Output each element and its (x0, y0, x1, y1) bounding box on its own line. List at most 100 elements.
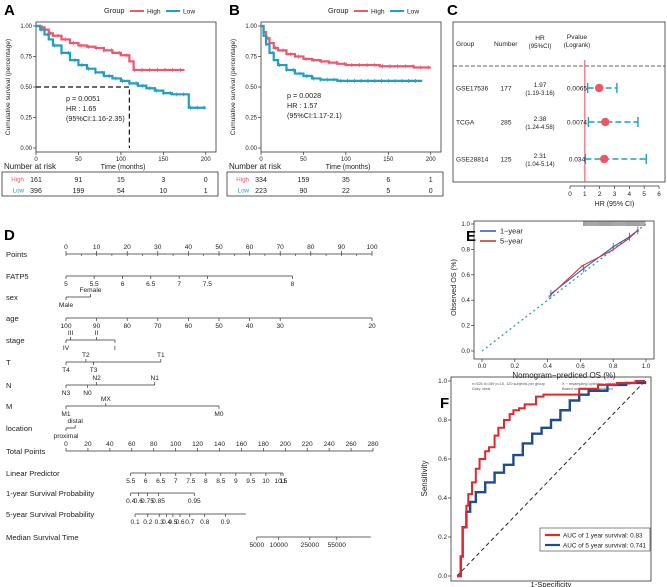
scale-tick-label: 8 (291, 281, 295, 288)
calibration-point-5yr: × (626, 237, 629, 243)
roc-curve-1yr (457, 380, 645, 577)
scale-tick-label: 0 (64, 244, 68, 251)
scale-tick-label: 0.9 (221, 519, 230, 526)
header-group: Group (456, 41, 475, 48)
x-tick-label: 150 (158, 157, 169, 163)
y-axis-label: Cumulative survival (percentage) (5, 39, 12, 135)
y-tick-label: 1.0 (438, 378, 447, 385)
nomogram-row-label: location (6, 424, 32, 433)
scale-tick-label: N1 (151, 375, 160, 382)
legend-box (539, 527, 651, 552)
y-tick-label: 0.2 (438, 534, 447, 541)
y-tick-label: 0.6 (438, 456, 447, 463)
calibration-point-1yr: × (612, 245, 615, 251)
x-tick-label: 50 (300, 157, 307, 163)
scale-tick-label: 70 (277, 244, 285, 251)
calibration-point-1yr: × (582, 266, 585, 272)
scale-tick-label: 140 (214, 441, 225, 448)
x-axis-label: Nomogram−prediced OS (%) (512, 371, 616, 380)
stat-text: (95%CI:1.17-2.1) (287, 111, 342, 120)
calibration-point-5yr: × (610, 249, 613, 255)
y-tick-label: 0.00 (245, 146, 257, 152)
panel-letter: E (466, 228, 476, 245)
y-tick-label: 0.75 (245, 55, 257, 61)
row-hr: 2.38 (534, 116, 547, 123)
panel-letter: D (4, 227, 15, 244)
risk-row-label-high: High (236, 177, 249, 184)
x-tick-label: 6 (657, 191, 661, 198)
panel-letter: C (447, 2, 458, 19)
legend: Group High Low (104, 6, 195, 16)
calibration-line-1yr (550, 229, 639, 295)
scale-tick-label: II (95, 330, 99, 337)
x-tick-label: 2 (598, 191, 602, 198)
scale-tick-label: 260 (346, 441, 357, 448)
scale-tick-label: 6 (121, 281, 125, 288)
x-tick-label: 100 (341, 157, 352, 163)
scale-tick-label: 5.5 (126, 478, 135, 485)
scale-tick-label: 6.5 (156, 478, 165, 485)
header-pvalue: Pvalue (567, 34, 587, 41)
nomogram-row-label: Linear Predictor (6, 469, 60, 478)
x-tick-label: 200 (426, 157, 437, 163)
x-tick-label: 0 (568, 191, 572, 198)
header-ci: (95%CI) (529, 43, 552, 50)
legend-title: Group (104, 6, 125, 15)
x-tick-label: 3 (613, 191, 617, 198)
risk-count-low: 54 (117, 188, 125, 195)
risk-count-high: 1 (429, 177, 433, 184)
legend-label-high: High (147, 9, 161, 16)
row-group: GSE17536 (456, 86, 489, 93)
stat-text: p = 0.0051 (66, 94, 100, 103)
nomogram-row-label: Points (6, 250, 27, 259)
row-number: 125 (500, 157, 511, 164)
legend-label-1yr: AUC of 1 year survival: 0.83 (563, 533, 643, 540)
scale-tick-label: N0 (83, 390, 92, 397)
risk-table-title: Number at risk (229, 162, 282, 171)
y-tick-label: 0.4 (438, 495, 447, 502)
risk-count-high: 3 (161, 177, 165, 184)
x-tick-label: 0.6 (576, 363, 585, 370)
y-tick-label: 0.25 (20, 116, 32, 122)
x-tick-label: 150 (383, 157, 394, 163)
scale-tick-label: 7 (177, 281, 181, 288)
scale-tick-label: 0.6 (175, 519, 184, 526)
scale-tick-label: 0.95 (188, 498, 201, 505)
x-tick-label: 5 (642, 191, 646, 198)
risk-table-title: Number at risk (4, 162, 57, 171)
scale-tick-label: Female (79, 287, 101, 294)
row-ci: (1.24-4.58) (525, 125, 554, 131)
y-tick-label: 1.00 (245, 24, 257, 30)
scale-tick-label: 160 (236, 441, 247, 448)
hr-point (601, 117, 610, 127)
row-pvalue: 0.034 (569, 157, 586, 164)
scale-tick-label: 280 (367, 441, 378, 448)
nomogram-row-label: M (6, 402, 12, 411)
x-tick-label: 4 (628, 191, 632, 198)
risk-count-high: 35 (342, 177, 350, 184)
y-tick-label: 1.00 (20, 24, 32, 30)
scale-tick-label: 0.5 (168, 519, 177, 526)
plot-frame (260, 21, 442, 153)
risk-count-low: 5 (386, 188, 390, 195)
risk-count-high: 161 (30, 177, 42, 184)
scale-tick-label: 7.5 (203, 281, 212, 288)
risk-table-frame (1, 171, 219, 197)
x-axis-label: HR (95% CI) (595, 201, 635, 208)
scale-tick-label: 180 (258, 441, 269, 448)
scale-tick-label: 100 (60, 323, 71, 330)
risk-count-high: 0 (204, 177, 208, 184)
roc-curve-5yr (457, 381, 647, 578)
x-tick-label: 0.0 (478, 363, 487, 370)
header-number: Number (494, 41, 518, 48)
scale-tick-label: 100 (170, 441, 181, 448)
y-tick-label: 0.0 (438, 573, 447, 580)
scale-tick-label: 40 (185, 244, 193, 251)
row-ci: (1.04-5.14) (525, 162, 554, 168)
scale-tick-label: 240 (324, 441, 335, 448)
scale-tick-label: 0.6 (134, 498, 143, 505)
scale-tick-label: 20 (368, 323, 376, 330)
risk-table-frame (226, 171, 444, 197)
header-hr: HR (535, 35, 545, 42)
